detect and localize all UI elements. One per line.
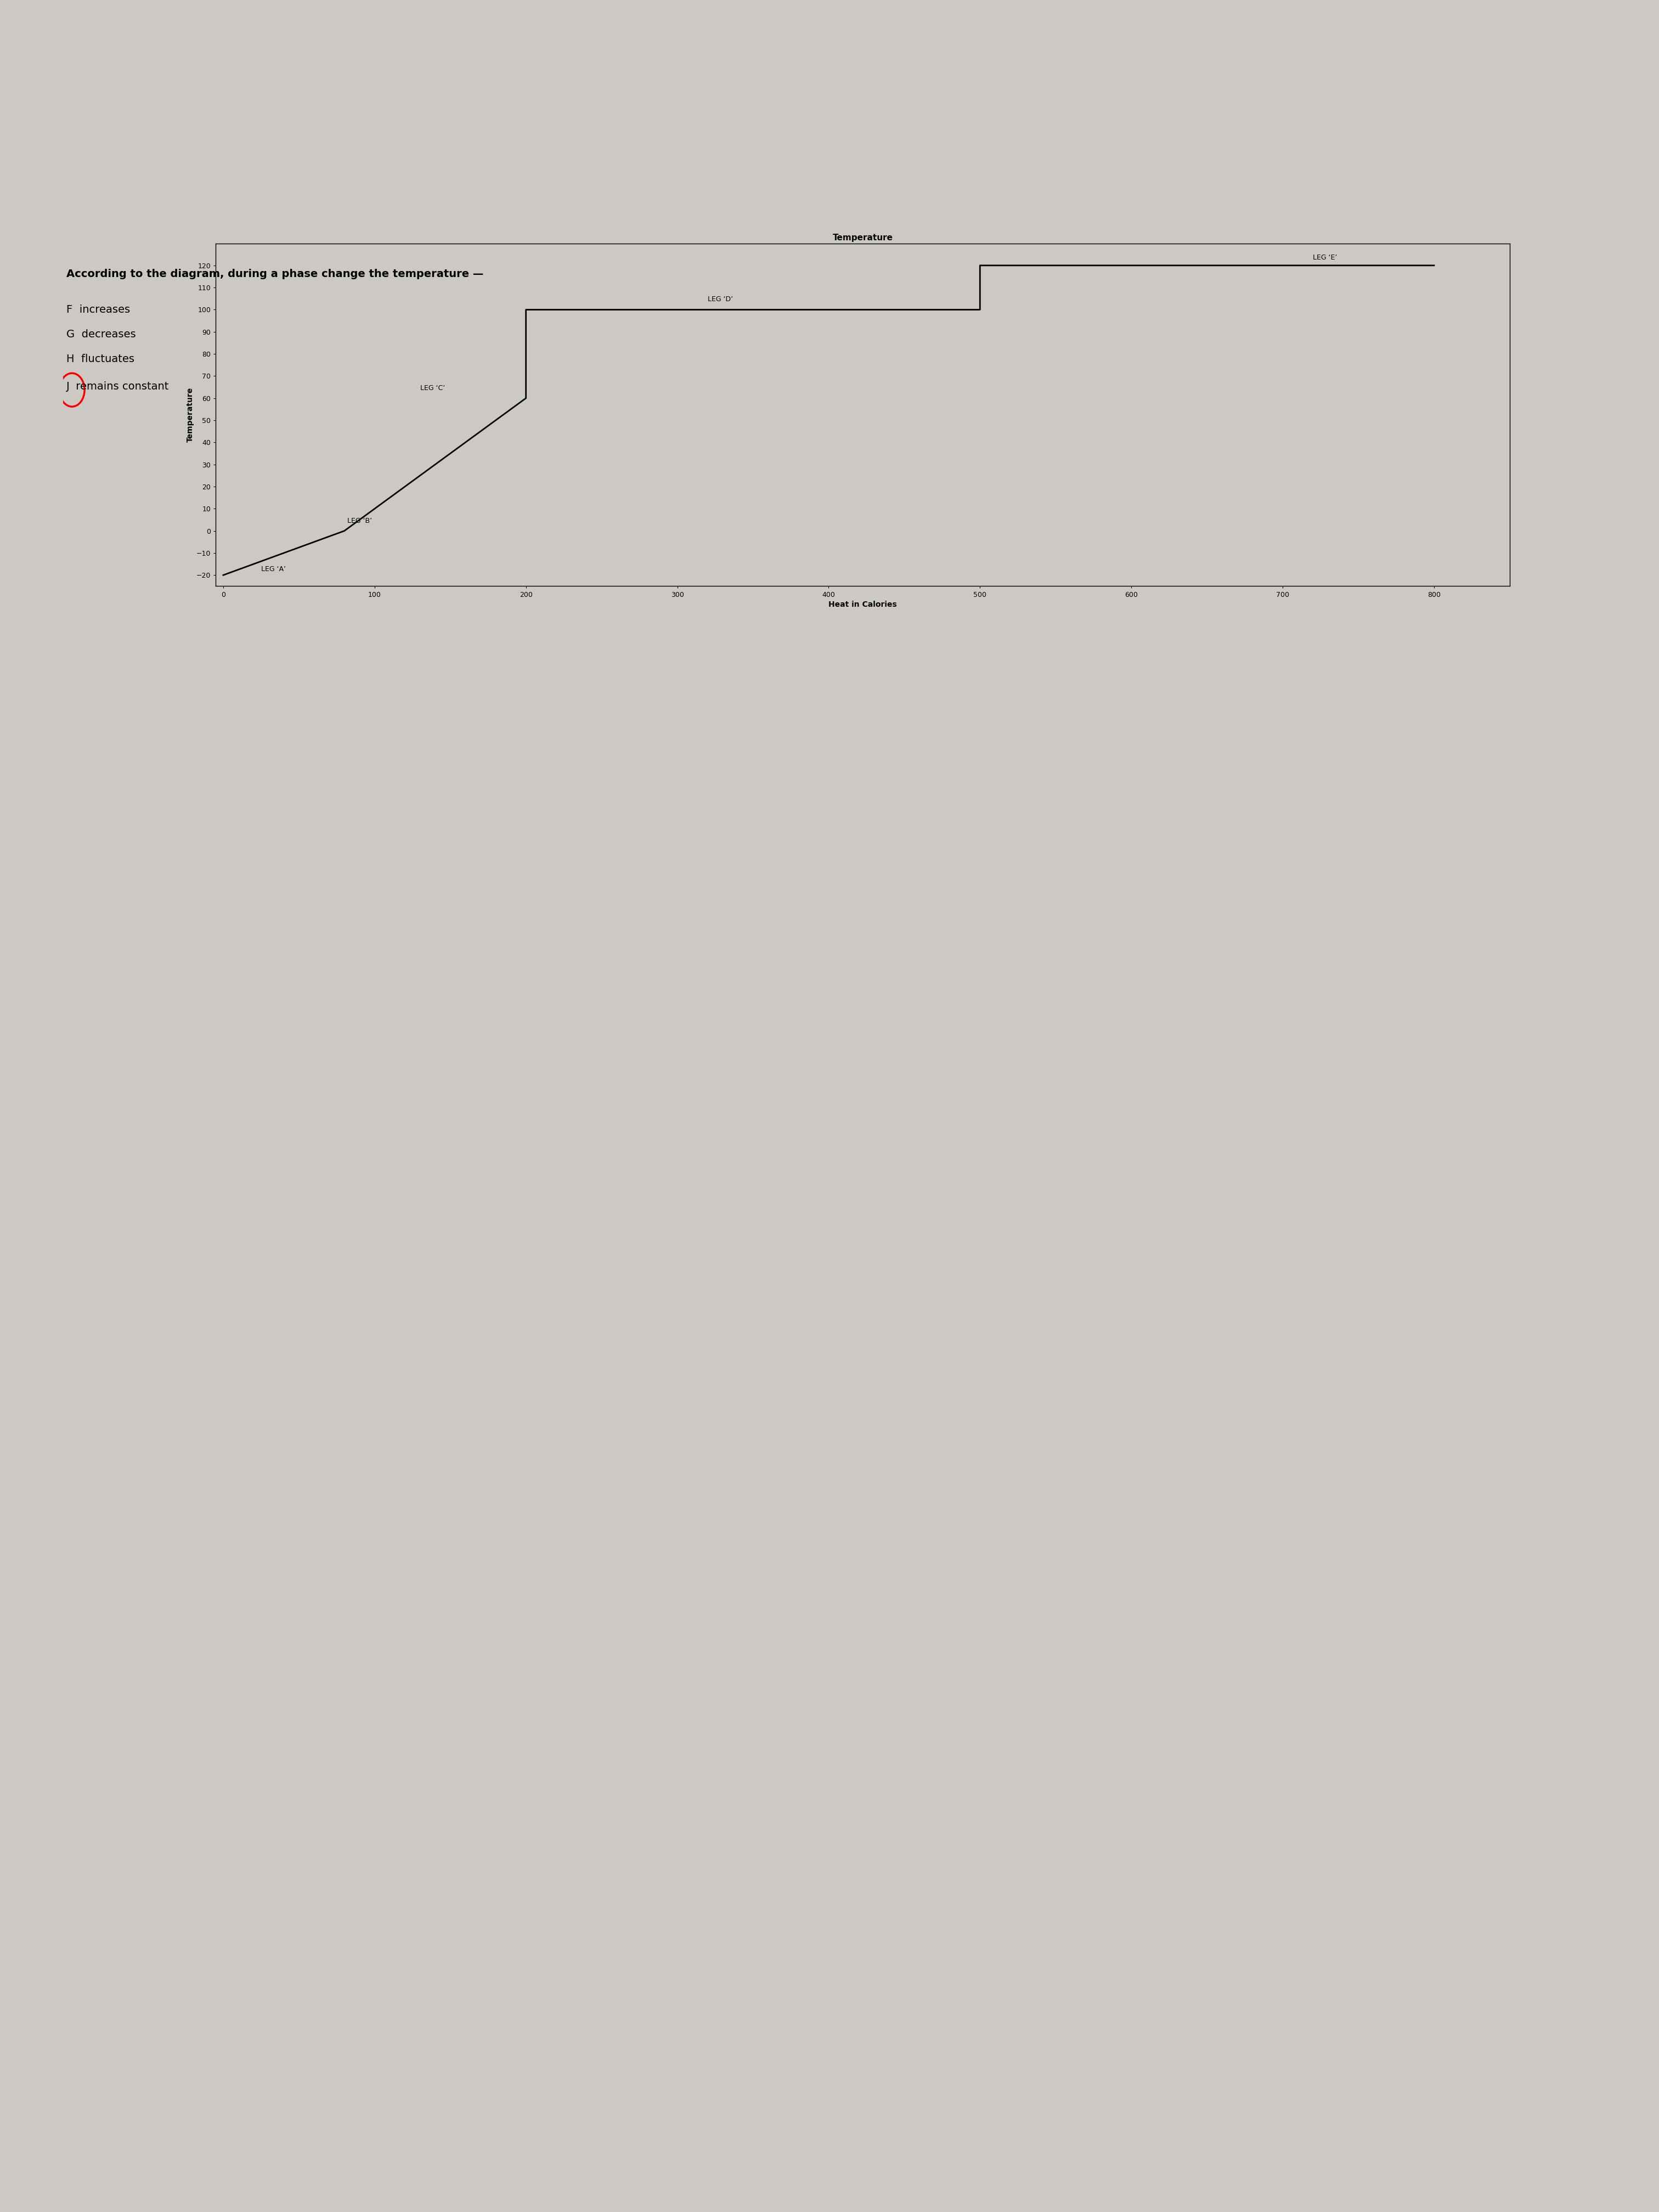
Text: F  increases: F increases	[66, 305, 129, 314]
Text: G  decreases: G decreases	[66, 330, 136, 341]
Text: LEG ‘D’: LEG ‘D’	[707, 296, 733, 303]
Text: H  fluctuates: H fluctuates	[66, 354, 134, 365]
Text: LEG ‘C’: LEG ‘C’	[420, 385, 445, 392]
Text: LEG ‘A’: LEG ‘A’	[260, 566, 285, 573]
Text: LEG ‘E’: LEG ‘E’	[1312, 254, 1337, 261]
Title: Temperature: Temperature	[833, 234, 893, 241]
Text: J  remains constant: J remains constant	[66, 380, 169, 392]
Text: LEG ‘B’: LEG ‘B’	[347, 518, 372, 524]
Y-axis label: Temperature: Temperature	[186, 387, 194, 442]
Text: According to the diagram, during a phase change the temperature —: According to the diagram, during a phase…	[66, 270, 483, 279]
X-axis label: Heat in Calories: Heat in Calories	[828, 599, 898, 608]
